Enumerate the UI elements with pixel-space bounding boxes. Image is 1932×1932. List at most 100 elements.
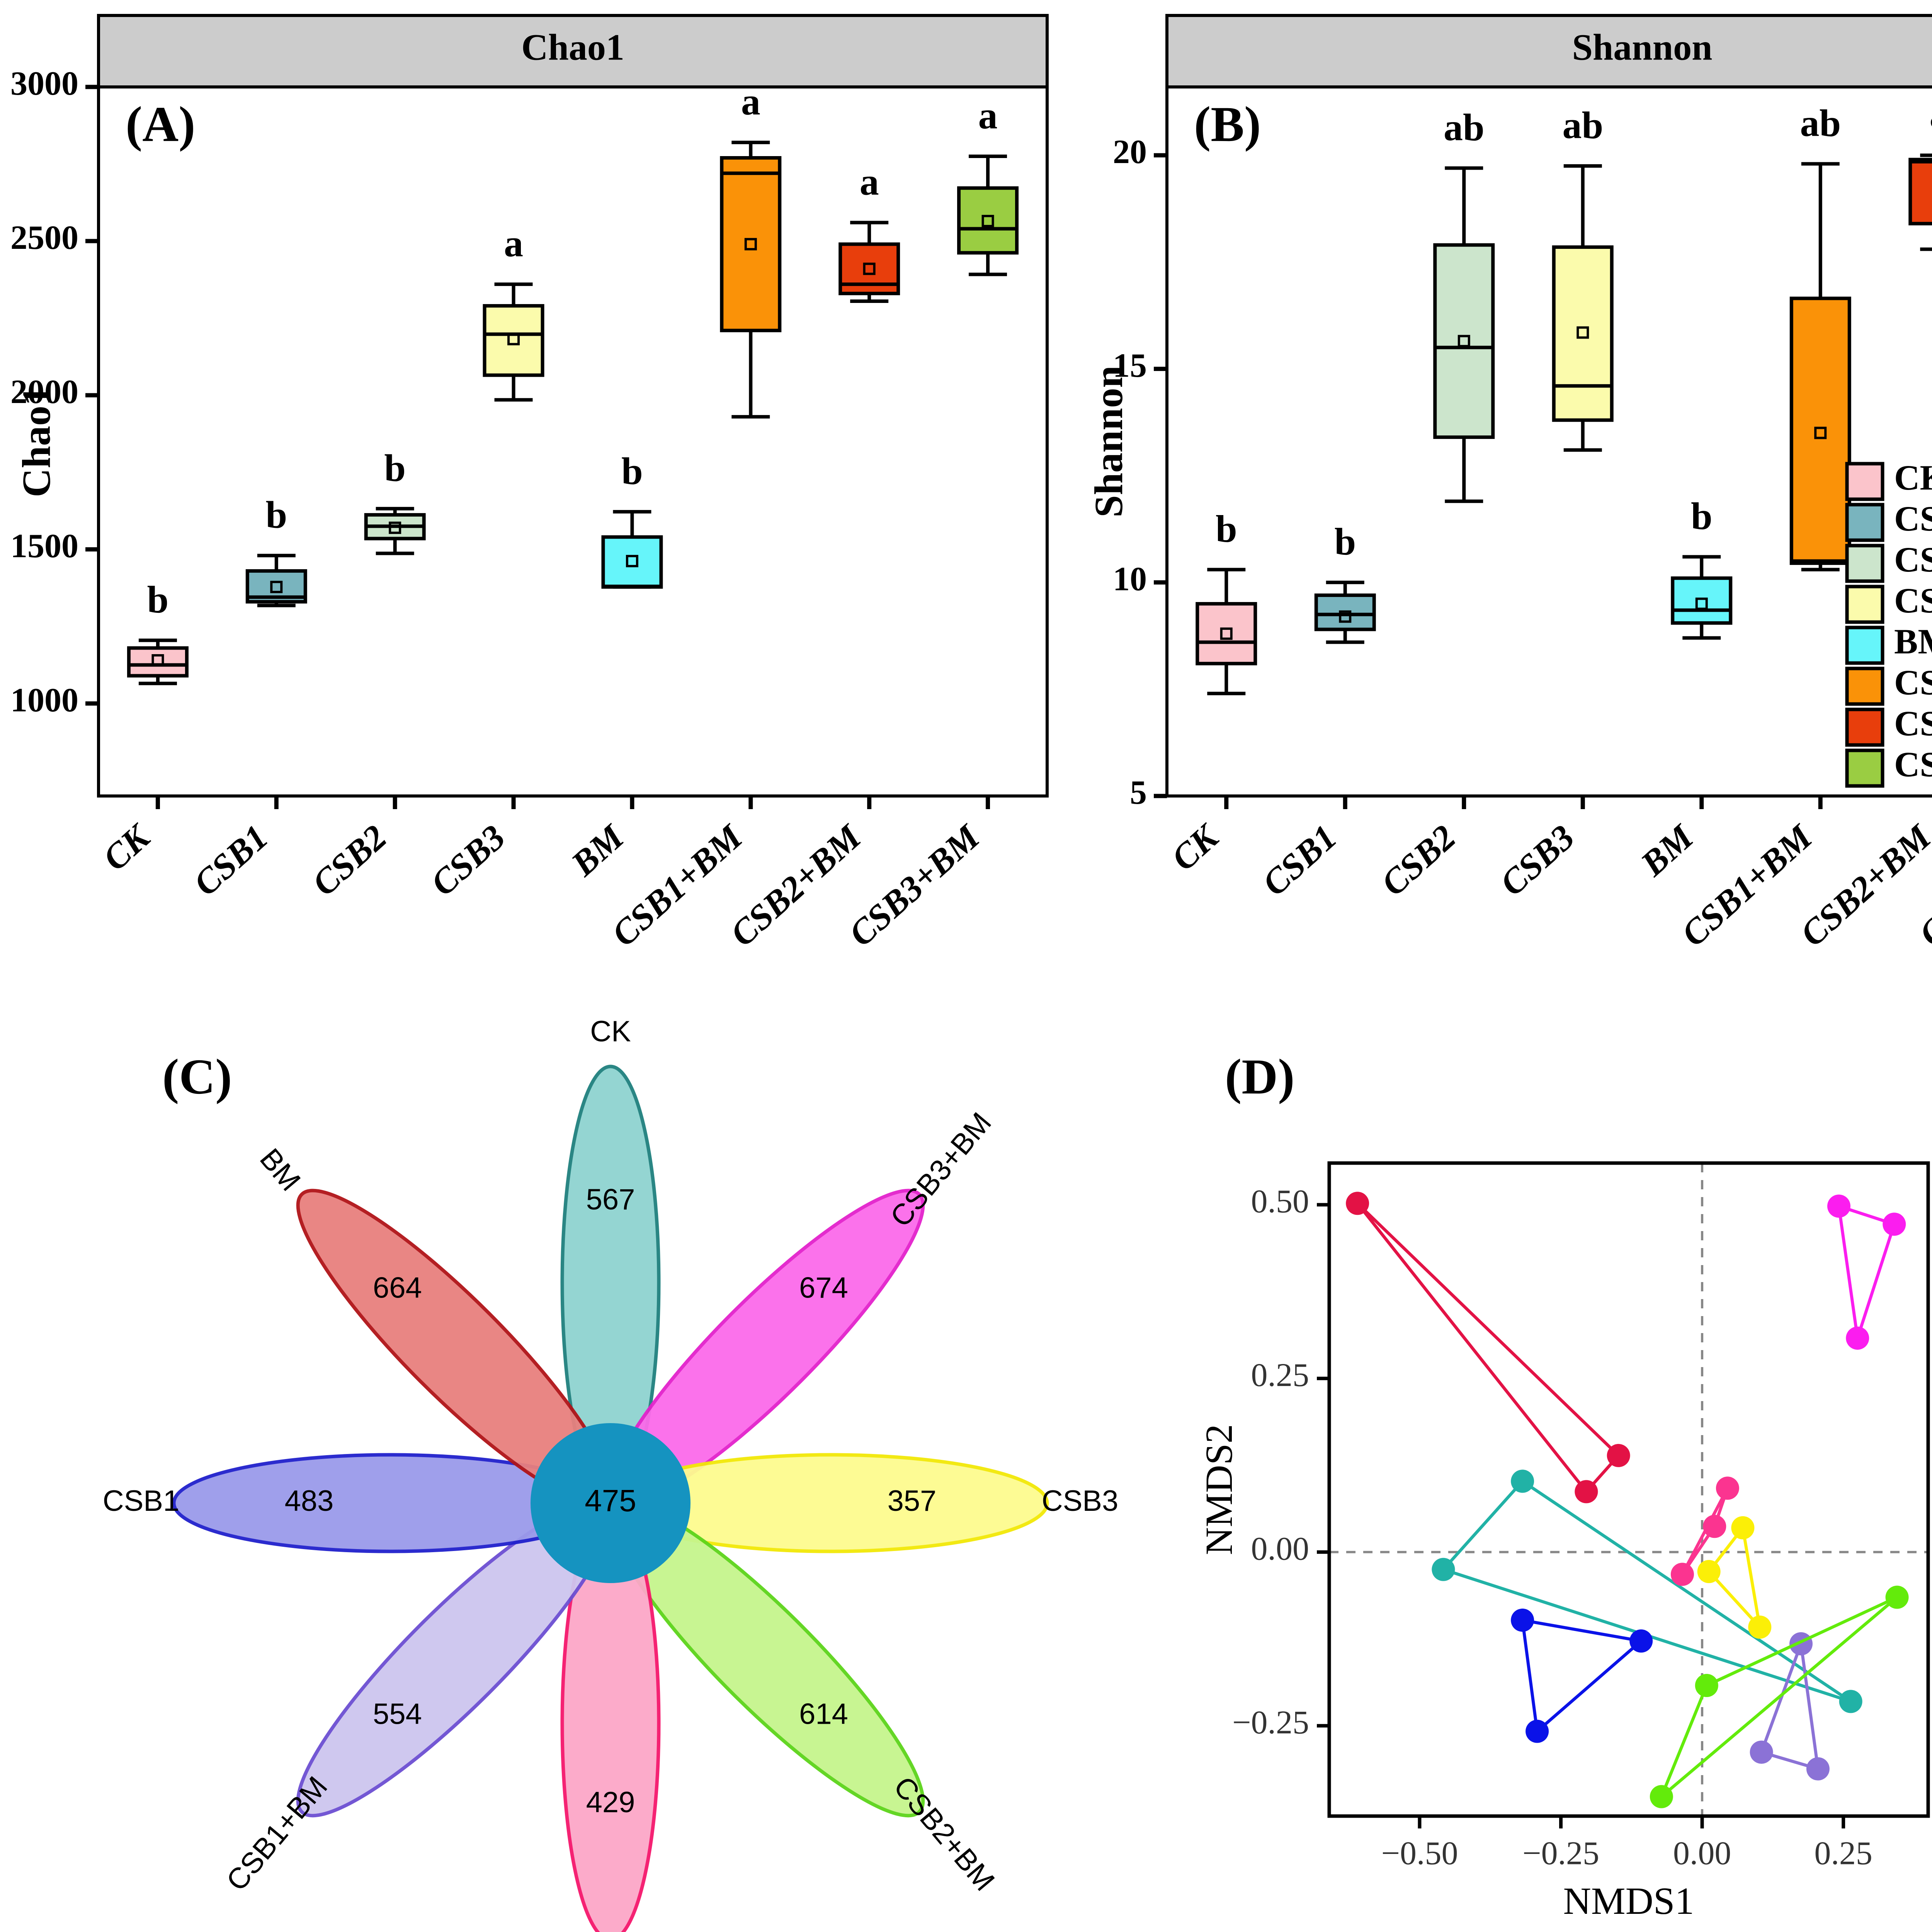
series-CSB2+BM: [1650, 1585, 1909, 1808]
x-axis-tick-label: 0.25: [1814, 1835, 1872, 1872]
panel-tag: (B): [1194, 97, 1261, 152]
x-axis-tick-label: CSB1+BM: [1674, 816, 1820, 954]
panel-d-nmds-scatter: (D) −0.50 −0.25 0.00 0.25 −0.25 0.00 0.25 0.50 NM…: [1179, 1036, 1932, 1932]
panel-a-chao1-boxplot: Chao1 1000 1500 2000 2500 3000 Chao1 (A) b CK b CSB…: [10, 4, 1094, 1009]
panel-tag: (A): [126, 97, 195, 152]
y-axis-tick-label: 5: [1130, 774, 1147, 811]
x-axis-tick-label: CK: [95, 816, 158, 878]
y-axis-tick-label: 1500: [10, 527, 78, 565]
panel-b-shannon-boxplot: Shannon 5 10 15 20 Shannon (B) b CK b CSB1 ab CSB2 ab…: [1087, 4, 1932, 1009]
core-value: 475: [585, 1483, 636, 1518]
x-axis-tick-label: CSB2: [304, 817, 394, 903]
significance-letter: b: [147, 578, 169, 621]
boxplot-CSB1: [1314, 580, 1376, 644]
legend-label: CK: [1894, 458, 1932, 497]
petal-value: 357: [888, 1485, 937, 1517]
series-CK: [1432, 1469, 1862, 1713]
y-axis-title: NMDS2: [1197, 1424, 1240, 1555]
legend-item-CSB2: [1845, 544, 1884, 583]
y-axis-tick-label: 20: [1113, 133, 1147, 171]
boxplot-CK: [1196, 568, 1257, 696]
x-axis-tick-label: CSB1+BM: [604, 816, 750, 954]
legend-label: CSB1: [1894, 499, 1932, 538]
petal-value: 554: [373, 1698, 422, 1731]
petal-value: 614: [799, 1698, 848, 1731]
boxplot-CSB1+BM: [1789, 162, 1851, 571]
boxplot-CSB2: [1433, 166, 1495, 503]
boxplot-CSB2: [364, 507, 426, 555]
legend-item-CSB3+BM: [1845, 748, 1884, 788]
series-CSB1: [1511, 1609, 1653, 1743]
x-axis-tick-label: BM: [1633, 816, 1702, 884]
x-axis-tick-label: CSB3+BM: [841, 816, 988, 954]
legend-label: CSB2+BM: [1894, 704, 1932, 743]
x-axis-tick-label: CSB3: [423, 817, 513, 903]
petal-label: BM: [253, 1142, 307, 1197]
significance-letter: ab: [1562, 104, 1603, 146]
panel-c-flower-venn: (C) 567 CK 674 CSB3+BM 357 CSB3 614 CSB2+BM 429 CS…: [103, 1015, 1118, 1932]
y-axis-tick-label: 0.50: [1251, 1183, 1310, 1220]
panel-c-svg: (C) 567 CK 674 CSB3+BM 357 CSB3 614 CSB2+BM 429 CS…: [103, 1015, 1118, 1932]
significance-letter: b: [1691, 495, 1713, 537]
x-axis-tick-label: 0.00: [1673, 1835, 1731, 1872]
boxplot-BM: [601, 510, 663, 589]
x-axis-tick-label: CSB3: [1492, 817, 1582, 903]
series-CSB2: [1670, 1476, 1739, 1586]
petal-value: 483: [285, 1485, 334, 1517]
y-axis-title: Chao1: [14, 386, 59, 497]
significance-letter: b: [266, 493, 287, 536]
panel-tag: (D): [1225, 1049, 1294, 1105]
panel-b-svg: Shannon5101520Shannon(B)bCKbCSB1abCSB2ab…: [1087, 14, 1932, 954]
panel-strip-title: Chao1: [521, 27, 624, 68]
series-BM: [1346, 1192, 1630, 1503]
significance-letter: a: [978, 94, 998, 137]
boxplot-CSB1: [245, 554, 307, 607]
legend-item-CSB3: [1845, 585, 1884, 624]
legend-label: CSB3: [1894, 581, 1932, 620]
significance-letter: a: [741, 80, 760, 123]
x-axis-tick-label: −0.50: [1381, 1835, 1458, 1872]
boxplot-CSB2+BM: [1908, 153, 1932, 251]
significance-letter: ab: [1800, 102, 1841, 145]
legend-label: CSB3+BM: [1894, 745, 1932, 784]
legend-item-CSB1+BM: [1845, 667, 1884, 706]
boxplot-CSB3: [483, 282, 544, 402]
significance-letter: b: [1334, 520, 1356, 563]
significance-letter: ab: [1444, 106, 1485, 149]
series-CSB1+BM: [1750, 1632, 1830, 1781]
x-axis-tick-label: CSB2: [1374, 817, 1463, 903]
significance-letter: b: [621, 449, 643, 492]
series-CSB3: [1697, 1516, 1772, 1639]
y-axis-tick-label: 2000: [10, 373, 78, 411]
y-axis-tick-label: 15: [1113, 347, 1147, 384]
boxplot-BM: [1671, 555, 1733, 640]
significance-letter: a: [860, 160, 879, 203]
boxplot-CSB3+BM: [957, 155, 1019, 276]
petal-value: 674: [799, 1272, 848, 1304]
x-axis-tick-label: BM: [563, 816, 632, 884]
petal-label: CSB3+BM: [884, 1106, 998, 1233]
x-axis-tick-label: CSB1: [1255, 817, 1344, 903]
x-axis-tick-label: CSB2+BM: [723, 816, 869, 954]
panel-strip-title: Shannon: [1572, 27, 1713, 68]
x-axis-tick-label: CSB1: [186, 817, 276, 903]
boxplot-CSB1+BM: [720, 141, 782, 419]
significance-letter: a: [1930, 93, 1932, 136]
panel-d-svg: (D) −0.50 −0.25 0.00 0.25 −0.25 0.00 0.25 0.50 NM…: [1197, 1049, 1930, 1922]
y-axis-tick-label: 3000: [10, 65, 78, 102]
x-axis-tick-label: −0.25: [1522, 1835, 1599, 1872]
y-axis-tick-label: 0.00: [1251, 1530, 1310, 1567]
y-axis-tick-label: 1000: [10, 682, 78, 719]
significance-letter: b: [1216, 507, 1237, 550]
legend-item-CSB1: [1845, 503, 1884, 542]
y-axis-tick-label: −0.25: [1232, 1704, 1309, 1741]
boxplot-CK: [127, 638, 189, 685]
panel-a-svg: Chao1 1000 1500 2000 2500 3000 Chao1 (A) b CK b CSB…: [10, 14, 1049, 954]
petal-value: 429: [586, 1786, 635, 1819]
significance-letter: a: [504, 222, 523, 265]
x-axis-title: NMDS1: [1563, 1879, 1694, 1922]
legend-label: BM: [1894, 622, 1932, 661]
x-axis-tick-label: CK: [1164, 816, 1227, 878]
legend-item-CSB2+BM: [1845, 707, 1884, 747]
legend-item-CK: [1845, 462, 1884, 501]
